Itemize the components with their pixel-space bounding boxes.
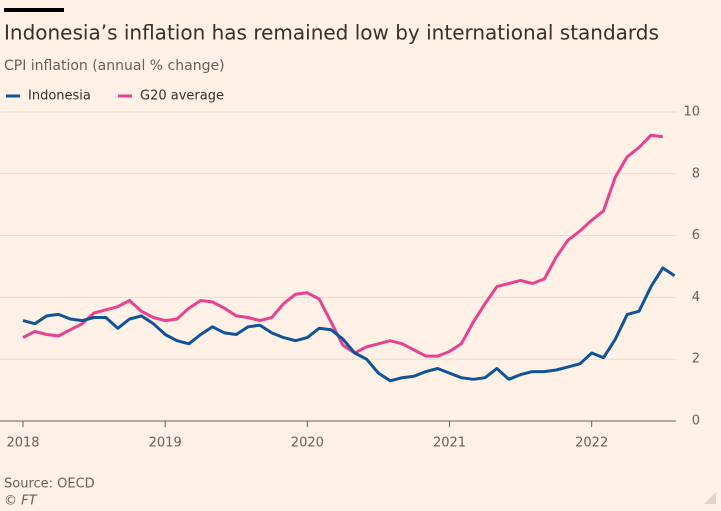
x-tick-label: 2019 [149,436,182,451]
series-line [22,266,676,383]
brand-bar [4,8,64,12]
series-line [22,133,663,358]
y-tick-label: 8 [692,166,700,181]
y-tick-label: 4 [692,290,700,305]
source: Source: OECD [4,477,95,492]
chart-title: Indonesia’s inflation has remained low b… [4,21,659,45]
x-tick-label: 2018 [6,436,39,451]
y-tick-label: 0 [692,414,700,429]
x-tick-label: 2021 [433,436,466,451]
y-tick-label: 10 [683,105,700,120]
chart-subtitle: CPI inflation (annual % change) [4,58,225,74]
y-tick-label: 2 [692,352,700,367]
resize-grip [704,492,716,504]
x-tick-label: 2020 [291,436,324,451]
legend-label: Indonesia [28,89,91,104]
y-tick-label: 6 [692,228,700,243]
x-tick-label: 2022 [575,436,608,451]
legend-label: G20 average [140,89,224,104]
credit: © FT [4,494,38,509]
